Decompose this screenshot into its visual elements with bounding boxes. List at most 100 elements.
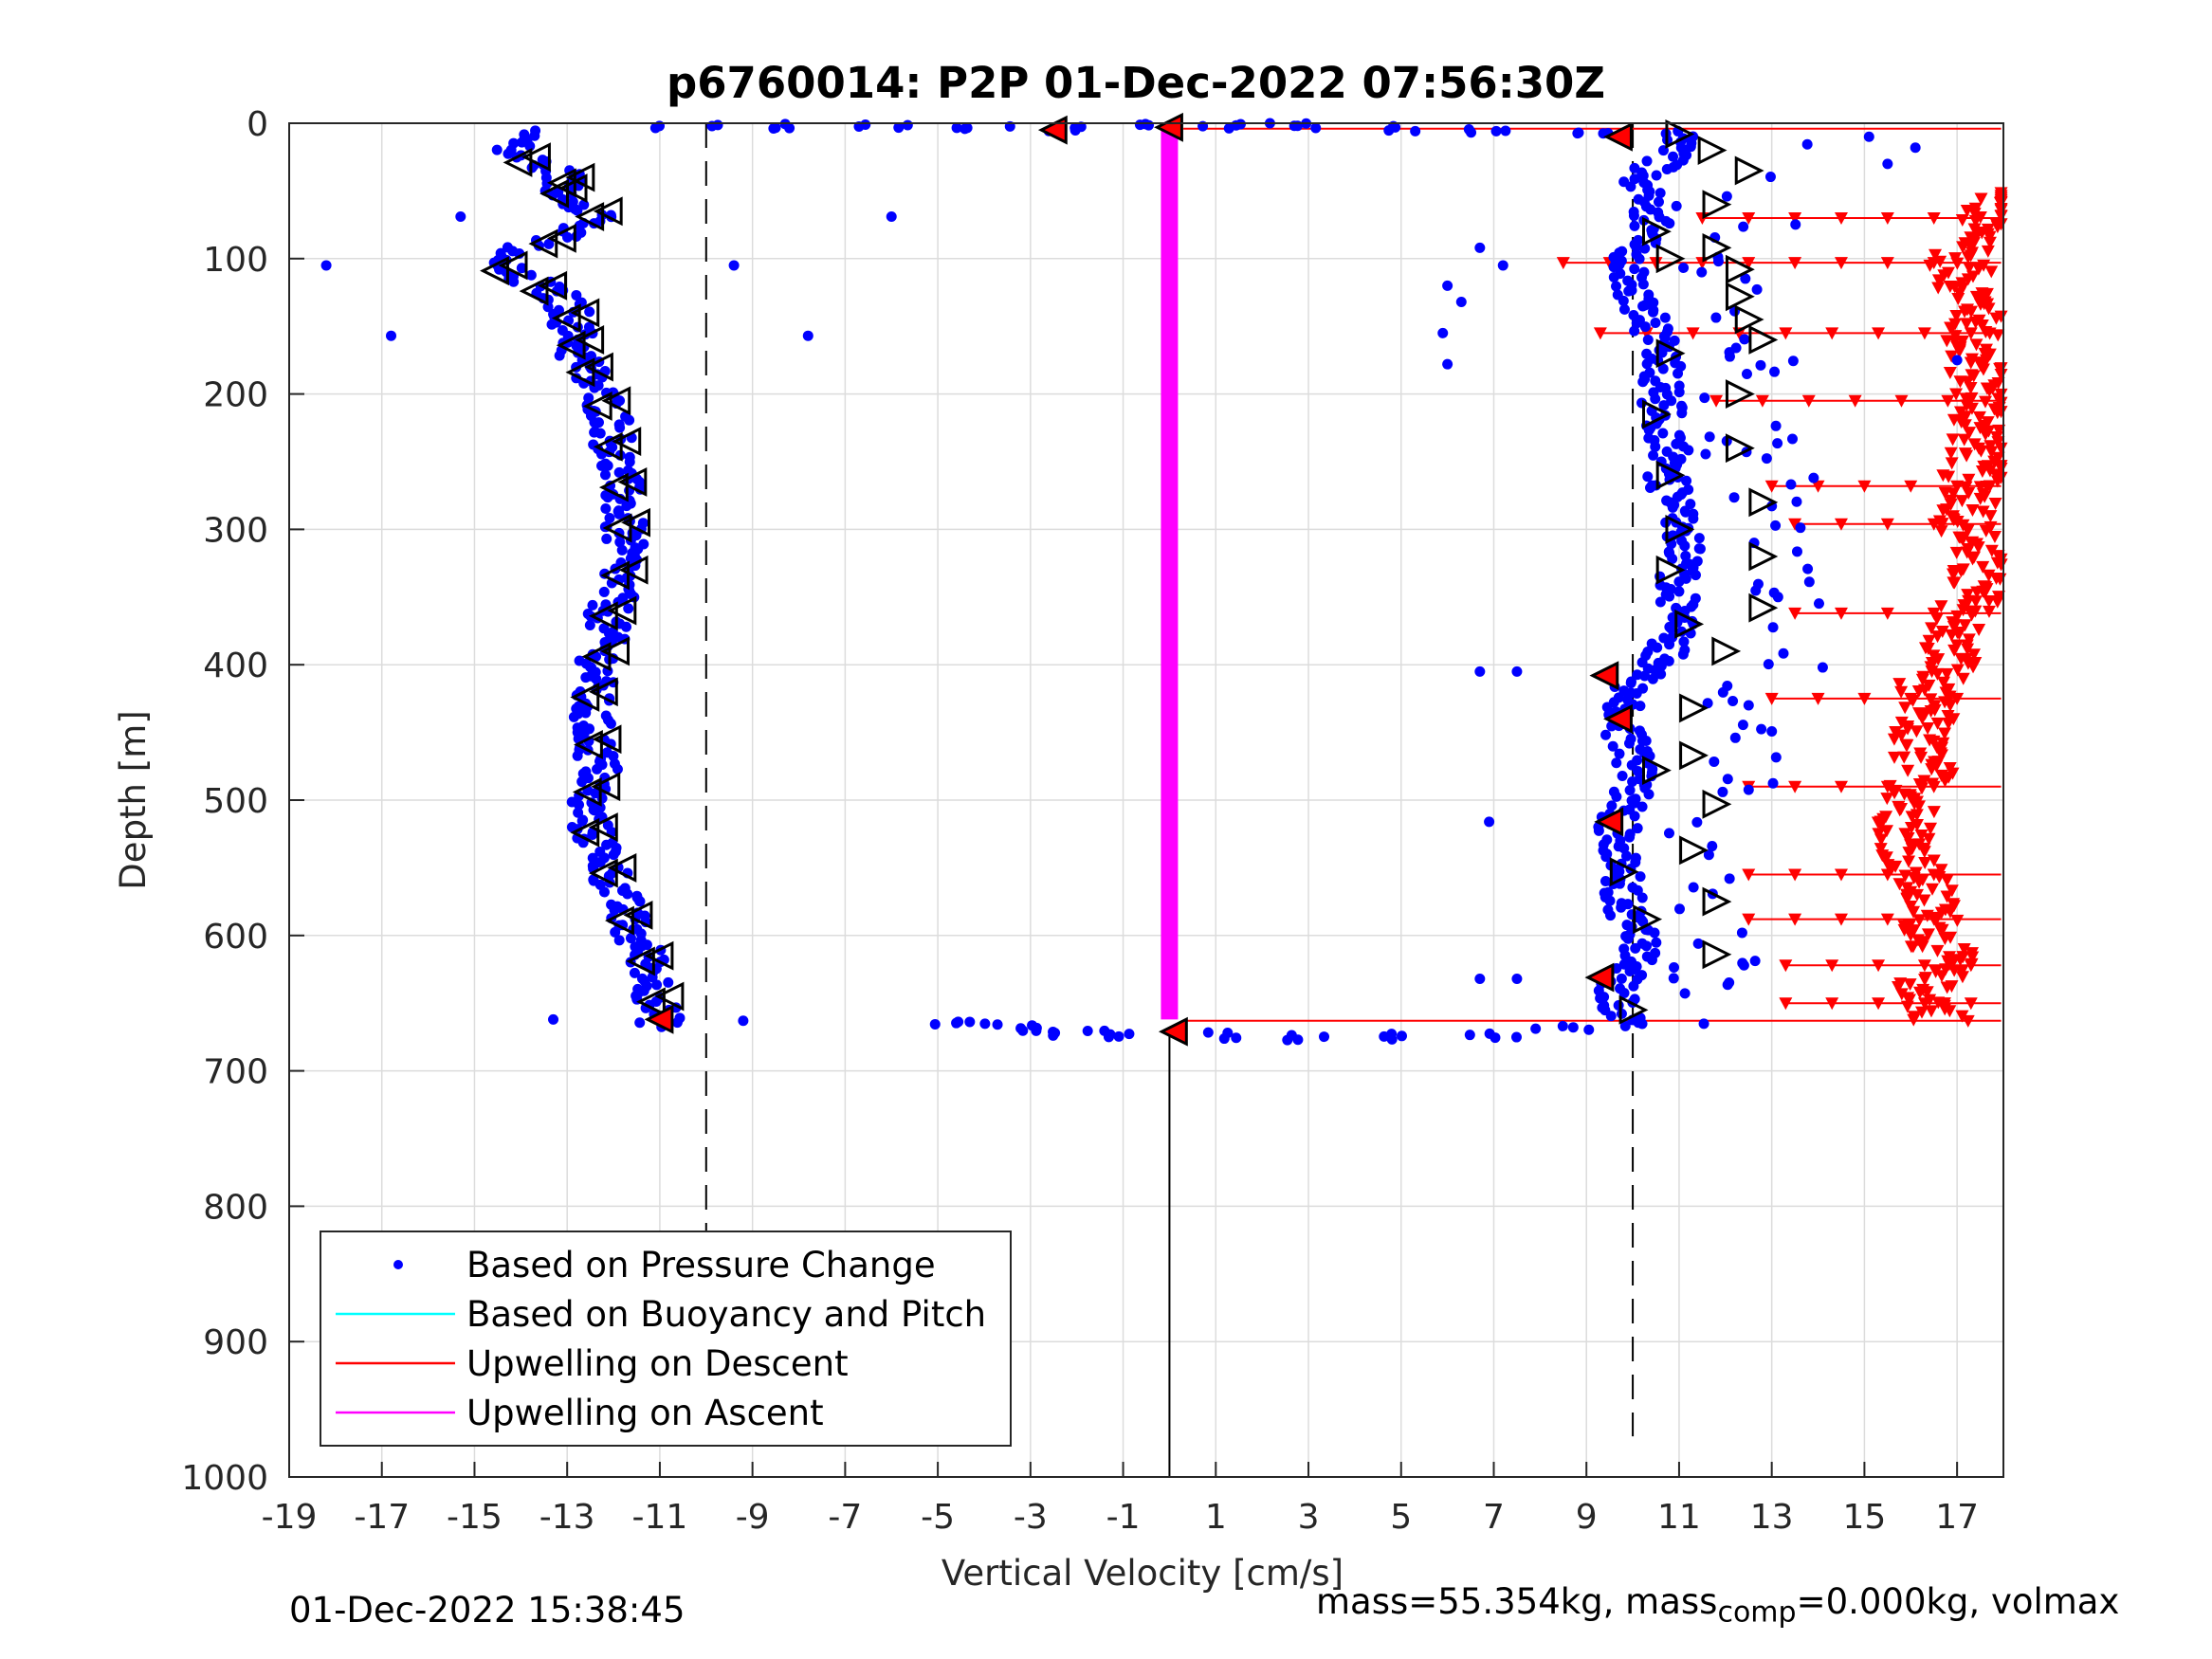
descent-velocity-point [542,301,554,313]
descent-velocity-point [613,935,625,946]
outlier-velocity-point [1442,358,1453,370]
ascent-triangle-marker [1702,789,1732,819]
bottom-velocity-point [992,1019,1003,1030]
descent-upwelling-marker [1898,702,1912,715]
descent-upwelling-marker [1988,468,2002,482]
descent-upwelling-marker [1927,806,1941,819]
descent-upwelling-marker [1897,751,1911,764]
ascent-velocity-point [1721,191,1732,202]
highlight-triangle-marker [1603,703,1633,734]
descent-upwelling-marker [1880,607,1894,620]
descent-upwelling-marker [1935,970,1949,983]
descent-upwelling-marker [1930,944,1945,957]
ascent-triangle-marker [1655,460,1686,490]
descent-velocity-point [601,839,612,850]
descent-upwelling-marker [1958,419,1972,432]
y-tick-label: 1000 [181,1459,268,1498]
ascent-velocity-point [1635,871,1646,883]
ascent-velocity-point [1653,196,1664,208]
descent-upwelling-marker [1923,259,1937,272]
descent-triangle-marker [592,724,622,755]
y-tick-label: 400 [203,647,268,685]
descent-velocity-point [671,1017,683,1029]
descent-upwelling-marker [1965,957,1979,971]
descent-triangle-marker [574,730,603,759]
ascent-velocity-point [1618,295,1629,306]
descent-upwelling-marker [1889,725,1903,738]
legend: Based on Pressure Change Based on Buoyanc… [320,1231,1012,1447]
descent-upwelling-marker [1834,211,1848,225]
descent-upwelling-marker [1900,893,1914,906]
descent-upwelling-marker [1912,800,1927,813]
descent-upwelling-marker [1994,210,2008,223]
descent-velocity-point [624,456,635,467]
x-tick-label: 7 [1483,1498,1505,1537]
descent-upwelling-marker [1961,643,1975,656]
ascent-velocity-point [1664,639,1675,650]
descent-velocity-point [571,289,582,301]
descent-upwelling-marker [1901,832,1915,846]
descent-upwelling-marker [1991,329,2005,342]
ascent-velocity-point [1636,736,1648,747]
descent-upwelling-marker [1914,782,1929,795]
descent-upwelling-marker [1929,248,1943,262]
descent-triangle-marker [621,507,650,538]
ascent-velocity-point [1743,700,1754,711]
bottom-velocity-point [1510,1031,1522,1043]
descent-triangle-marker [588,812,618,842]
ascent-velocity-point [1736,927,1747,939]
ascent-triangle-marker [1725,282,1755,312]
ascent-velocity-point [1667,501,1678,513]
ascent-velocity-point [1681,475,1692,486]
footer-mass-prefix: mass=55.354kg, mass [1316,1581,1718,1622]
descent-upwelling-marker [1980,480,1994,493]
descent-velocity-point [605,718,616,729]
descent-upwelling-marker [1947,568,1961,581]
bottom-velocity-point [979,1018,991,1030]
descent-upwelling-marker [1918,857,1932,870]
x-tick-label: -13 [539,1498,595,1537]
descent-upwelling-marker [1834,913,1848,926]
ascent-velocity-point [1631,687,1642,699]
descent-upwelling-marker [1936,676,1950,689]
outlier-velocity-point [1474,242,1486,253]
descent-velocity-point [516,137,527,148]
descent-upwelling-marker [1976,560,1990,574]
highlight-triangle-marker [644,1004,674,1034]
descent-upwelling-marker [1917,327,1931,340]
descent-upwelling-marker [1942,717,1956,730]
outlier-velocity-point [1484,816,1495,828]
surface-velocity-point [1390,121,1401,133]
ascent-velocity-point [1663,828,1674,839]
ascent-velocity-point [1801,138,1813,150]
ascent-velocity-point [1739,334,1750,345]
descent-triangle-marker [654,981,685,1012]
descent-upwelling-marker [1788,868,1802,882]
descent-upwelling-marker [1961,251,1975,264]
footer-timestamp: 01-Dec-2022 15:38:45 [289,1590,686,1631]
descent-upwelling-marker [1973,298,1987,311]
descent-upwelling-marker [1932,921,1947,935]
ascent-velocity-point [1636,801,1648,812]
descent-triangle-marker [546,223,576,253]
descent-upwelling-marker [1978,490,1992,503]
y-tick-labels: 0 100 200 300 400 500 600 700 800 900 1000 [181,105,268,1498]
descent-upwelling-marker [1979,428,1993,441]
descent-upwelling-marker [1955,495,1969,508]
descent-upwelling-marker [1901,764,1915,777]
ascent-triangle-marker [1633,904,1663,935]
bottom-velocity-point [1218,1033,1230,1045]
surface-velocity-point [1143,119,1155,131]
descent-upwelling-marker [1921,928,1935,941]
ascent-velocity-point [1724,351,1735,362]
descent-triangle-marker [598,472,629,502]
descent-velocity-point [491,144,503,155]
outlier-velocity-point [1910,142,1921,154]
ascent-velocity-point [1778,647,1789,659]
ascent-velocity-point [1791,546,1802,557]
ascent-velocity-point [1691,816,1703,828]
x-tick-label: 9 [1576,1498,1598,1537]
descent-upwelling-marker [1917,846,1931,859]
descent-triangle-marker [600,560,630,591]
bottom-velocity-point [929,1018,941,1030]
